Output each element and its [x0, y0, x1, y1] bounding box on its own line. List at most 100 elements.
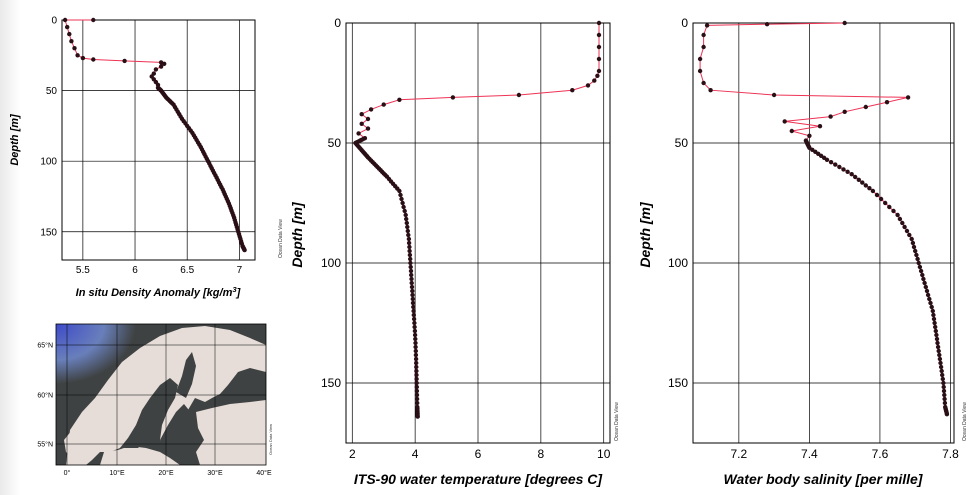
data-point [403, 212, 408, 218]
data-point [929, 304, 934, 310]
data-point [887, 204, 892, 210]
x-tick-label: 8 [538, 447, 545, 461]
data-point [406, 232, 411, 238]
data-point [917, 264, 923, 270]
data-point [942, 400, 948, 406]
data-point [62, 17, 68, 23]
data-point [928, 300, 933, 306]
data-point [359, 121, 364, 127]
data-point [940, 376, 945, 382]
data-point [409, 276, 414, 282]
data-point [856, 177, 861, 182]
data-point [915, 256, 920, 262]
data-point [870, 188, 876, 194]
data-point [197, 142, 202, 147]
x-axis-label-tail: ] [236, 287, 241, 299]
data-point [940, 372, 945, 378]
data-point [863, 183, 868, 188]
data-point [914, 252, 919, 258]
data-point [933, 324, 938, 330]
data-point [863, 104, 868, 110]
y-tick-label: 150 [321, 376, 341, 390]
map-latitude-labels: 65°N 60°N 55°N [37, 342, 53, 449]
y-tick-label: 0 [334, 16, 341, 30]
data-point [407, 252, 413, 258]
data-point [942, 396, 947, 402]
data-point [188, 128, 193, 133]
data-point [65, 24, 70, 30]
y-tick-label: 50 [675, 136, 689, 150]
data-point [806, 144, 811, 149]
x-tick-label: 4 [412, 447, 419, 461]
data-point [410, 292, 415, 298]
data-point [922, 280, 927, 286]
data-point [405, 228, 410, 234]
map-latitude-label: 65°N [37, 342, 53, 350]
data-point [916, 260, 921, 266]
data-point [399, 196, 404, 202]
y-tick-label: 150 [40, 227, 57, 238]
data-point [356, 131, 361, 136]
data-point [408, 268, 414, 274]
data-point [67, 31, 72, 37]
data-point [368, 107, 374, 112]
data-point [782, 119, 787, 124]
y-tick-label: 50 [46, 86, 58, 97]
data-point [412, 332, 418, 338]
x-axis-label: In situ Density Anomaly [kg/m3] [76, 285, 241, 300]
data-point [397, 97, 402, 103]
watermark: Ocean Data View [278, 219, 284, 258]
map-longitude-label: 0° [64, 469, 71, 477]
data-point [407, 244, 412, 250]
data-point [921, 276, 926, 282]
data-point [414, 364, 419, 370]
map-longitude-label: 10°E [109, 469, 125, 477]
y-axis-label: Depth [m] [637, 201, 653, 268]
map-land-europe [100, 446, 180, 465]
data-point [414, 388, 420, 394]
data-point [833, 162, 838, 167]
data-point [944, 410, 949, 416]
data-point [413, 348, 418, 354]
data-point [516, 92, 522, 98]
data-point [845, 169, 850, 174]
data-point [413, 340, 418, 346]
data-point [225, 199, 231, 204]
y-tick-label: 0 [51, 16, 57, 27]
data-point [158, 64, 164, 69]
data-point [938, 364, 944, 370]
data-point [891, 208, 896, 214]
data-point [789, 128, 794, 134]
data-point [936, 348, 941, 354]
data-point [413, 356, 419, 362]
data-point [596, 32, 602, 38]
data-point [934, 332, 939, 338]
data-point [918, 268, 924, 274]
density-profile-chart: 5.5 6 6.5 7 0 50 100 150 Depth [m] In situ Densit… [9, 16, 284, 300]
data-point [72, 46, 77, 51]
data-point [414, 384, 419, 390]
y-tick-label: 50 [328, 136, 342, 150]
data-point [178, 114, 183, 119]
data-point [412, 324, 417, 330]
data-point [242, 247, 247, 252]
data-point [934, 336, 940, 342]
data-point [570, 88, 575, 93]
x-tick-label: 2 [349, 447, 356, 461]
data-point [807, 133, 812, 138]
data-point [408, 260, 413, 266]
data-point [697, 68, 703, 74]
data-point [931, 316, 937, 322]
data-point [415, 400, 420, 406]
data-point [701, 44, 706, 50]
data-point [414, 360, 419, 366]
map-sea-baltic [160, 404, 196, 452]
data-point [122, 58, 127, 64]
data-point [219, 184, 224, 190]
data-point [365, 116, 371, 122]
data-point [410, 288, 415, 294]
data-point [874, 192, 880, 198]
map-longitude-label: 30°E [207, 469, 223, 477]
data-point [910, 240, 916, 246]
